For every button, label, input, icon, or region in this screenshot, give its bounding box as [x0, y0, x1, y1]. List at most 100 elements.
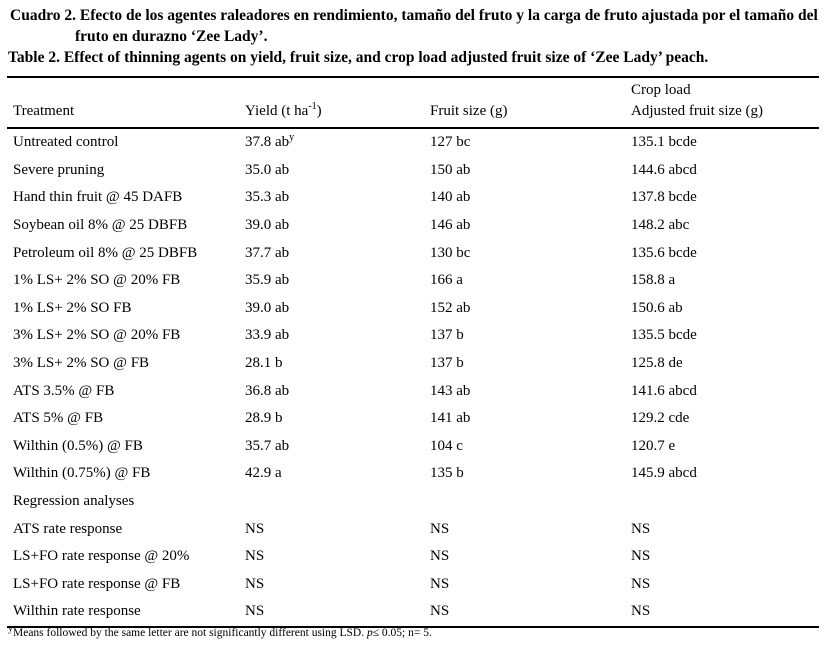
fruit-size-cell: 137 b: [430, 355, 464, 372]
yield-header-paren: ): [316, 103, 322, 119]
crop-load-cell: 145.9 abcd: [631, 465, 697, 482]
crop-load-line2: Adjusted fruit size (g): [631, 103, 764, 119]
treatment-cell: Wilthin rate response: [7, 598, 245, 628]
crop-load-cell: NS: [631, 548, 651, 565]
footnote-p-symbol: p: [366, 627, 373, 639]
section-row-regression-analyses: Regression analyses: [7, 488, 819, 516]
crop-load-cell: [631, 488, 819, 516]
crop-load-cell: 120.7 e: [631, 437, 676, 454]
yield-header-superscript: -1: [308, 101, 317, 112]
yield-cell: 28.9 b: [245, 410, 283, 427]
treatment-cell: Soybean oil 8% @ 25 DBFB: [13, 217, 188, 234]
fruit-size-cell: 143 ab: [430, 382, 471, 399]
yield-cell: NS: [245, 548, 265, 565]
table-row: Wilthin (0.75%) @ FB 42.9 a 135 b 145.9 …: [7, 460, 819, 488]
treatment-cell: Untreated control: [13, 134, 119, 151]
yield-cell: NS: [245, 575, 265, 592]
table-row: ATS 5% @ FB 28.9 b 141 ab 129.2 cde: [7, 405, 819, 433]
caption-es-line1: Cuadro 2. Efecto de los agentes raleador…: [10, 7, 818, 24]
yield-cell: 35.9 ab: [245, 272, 290, 289]
crop-load-cell: 141.6 abcd: [631, 382, 697, 399]
table-row: Petroleum oil 8% @ 25 DBFB 37.7 ab 130 b…: [7, 239, 819, 267]
yield-cell: 39.0 ab: [245, 217, 290, 234]
table-row: ATS rate response NS NS NS: [7, 515, 819, 543]
section-label: Regression analyses: [13, 493, 135, 510]
crop-load-cell: 144.6 abcd: [631, 161, 697, 178]
yield-cell: 35.0 ab: [245, 161, 290, 178]
fruit-size-cell: 141 ab: [430, 410, 471, 427]
fruit-size-cell: 135 b: [430, 465, 464, 482]
results-table: Treatment Yield (t ha-1) Fruit size (g) …: [7, 76, 819, 628]
treatment-cell: LS+FO rate response @ FB: [13, 575, 181, 592]
crop-load-cell: 137.8 bcde: [631, 189, 697, 206]
fruit-size-cell: 166 a: [430, 272, 463, 289]
fruit-size-cell: NS: [430, 598, 631, 628]
fruit-size-cell: 146 ab: [430, 217, 471, 234]
column-header-yield: Yield (t ha-1): [245, 77, 430, 129]
crop-load-line1: Crop load: [631, 82, 691, 98]
yield-cell: 35.7 ab: [245, 437, 290, 454]
crop-load-cell: 158.8 a: [631, 272, 676, 289]
yield-cell: 37.7 ab: [245, 244, 290, 261]
crop-load-cell: 129.2 cde: [631, 410, 690, 427]
header-row: Treatment Yield (t ha-1) Fruit size (g) …: [7, 77, 819, 129]
treatment-cell: Petroleum oil 8% @ 25 DBFB: [13, 244, 198, 261]
fruit-size-cell: [430, 488, 631, 516]
table-row: Soybean oil 8% @ 25 DBFB 39.0 ab 146 ab …: [7, 212, 819, 240]
crop-load-cell: 148.2 abc: [631, 217, 690, 234]
fruit-size-cell: 150 ab: [430, 161, 471, 178]
table-row: ATS 3.5% @ FB 36.8 ab 143 ab 141.6 abcd: [7, 377, 819, 405]
caption-es-line2: fruto en durazno ‘Zee Lady’.: [75, 28, 268, 45]
column-header-crop-load: Crop load Adjusted fruit size (g): [631, 77, 819, 129]
treatment-cell: LS+FO rate response @ 20%: [13, 548, 190, 565]
table-caption: Cuadro 2. Efecto de los agentes raleador…: [8, 5, 820, 68]
treatment-cell: ATS rate response: [13, 520, 123, 537]
treatment-cell: 3% LS+ 2% SO @ FB: [13, 355, 150, 372]
crop-load-cell: 135.6 bcde: [631, 244, 697, 261]
table-row: Untreated control 37.8 aby 127 bc 135.1 …: [7, 128, 819, 157]
column-header-treatment: Treatment: [7, 77, 245, 129]
table-row: 1% LS+ 2% SO FB 39.0 ab 152 ab 150.6 ab: [7, 295, 819, 323]
crop-load-cell: NS: [631, 575, 651, 592]
table-body: Untreated control 37.8 aby 127 bc 135.1 …: [7, 128, 819, 628]
footnote-marker: y: [8, 623, 13, 635]
fruit-size-cell: NS: [430, 575, 450, 592]
table-row: Wilthin rate response NS NS NS: [7, 598, 819, 628]
yield-cell: NS: [245, 520, 265, 537]
yield-cell: 35.3 ab: [245, 189, 290, 206]
yield-cell: [245, 488, 430, 516]
yield-header-text: Yield (t ha: [245, 103, 309, 119]
table-row: LS+FO rate response @ FB NS NS NS: [7, 571, 819, 599]
fruit-size-cell: 152 ab: [430, 299, 471, 316]
treatment-cell: Severe pruning: [13, 161, 105, 178]
treatment-cell: Wilthin (0.75%) @ FB: [13, 465, 151, 482]
treatment-cell: ATS 5% @ FB: [13, 410, 104, 427]
treatment-cell: ATS 3.5% @ FB: [13, 382, 115, 399]
fruit-size-cell: 104 c: [430, 437, 463, 454]
crop-load-cell: 135.1 bcde: [631, 134, 697, 151]
crop-load-cell: 125.8 de: [631, 355, 683, 372]
yield-value: 37.8 ab: [245, 134, 290, 151]
yield-cell: 42.9 a: [245, 465, 282, 482]
caption-en: Table 2. Effect of thinning agents on yi…: [8, 49, 709, 66]
crop-load-cell: 150.6 ab: [631, 299, 683, 316]
fruit-size-cell: 137 b: [430, 327, 464, 344]
table-row: LS+FO rate response @ 20% NS NS NS: [7, 543, 819, 571]
fruit-size-cell: 130 bc: [430, 244, 471, 261]
table-row: Wilthin (0.5%) @ FB 35.7 ab 104 c 120.7 …: [7, 433, 819, 461]
table-row: Severe pruning 35.0 ab 150 ab 144.6 abcd: [7, 157, 819, 185]
treatment-cell: Wilthin (0.5%) @ FB: [13, 437, 143, 454]
yield-cell: 37.8 aby: [245, 128, 430, 157]
table-row: 1% LS+ 2% SO @ 20% FB 35.9 ab 166 a 158.…: [7, 267, 819, 295]
yield-cell: 39.0 ab: [245, 299, 290, 316]
yield-cell: NS: [245, 598, 430, 628]
treatment-cell: Hand thin fruit @ 45 DAFB: [13, 189, 183, 206]
footnote-text: Means followed by the same letter are no…: [13, 627, 367, 639]
fruit-size-cell: 140 ab: [430, 189, 471, 206]
yield-footnote-marker: y: [289, 132, 295, 144]
crop-load-cell: 135.5 bcde: [631, 327, 697, 344]
fruit-size-cell: 127 bc: [430, 134, 471, 151]
table-row: 3% LS+ 2% SO @ FB 28.1 b 137 b 125.8 de: [7, 350, 819, 378]
fruit-size-cell: NS: [430, 520, 450, 537]
